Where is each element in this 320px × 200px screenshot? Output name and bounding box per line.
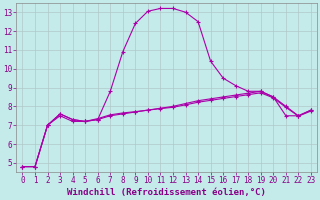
X-axis label: Windchill (Refroidissement éolien,°C): Windchill (Refroidissement éolien,°C): [67, 188, 266, 197]
